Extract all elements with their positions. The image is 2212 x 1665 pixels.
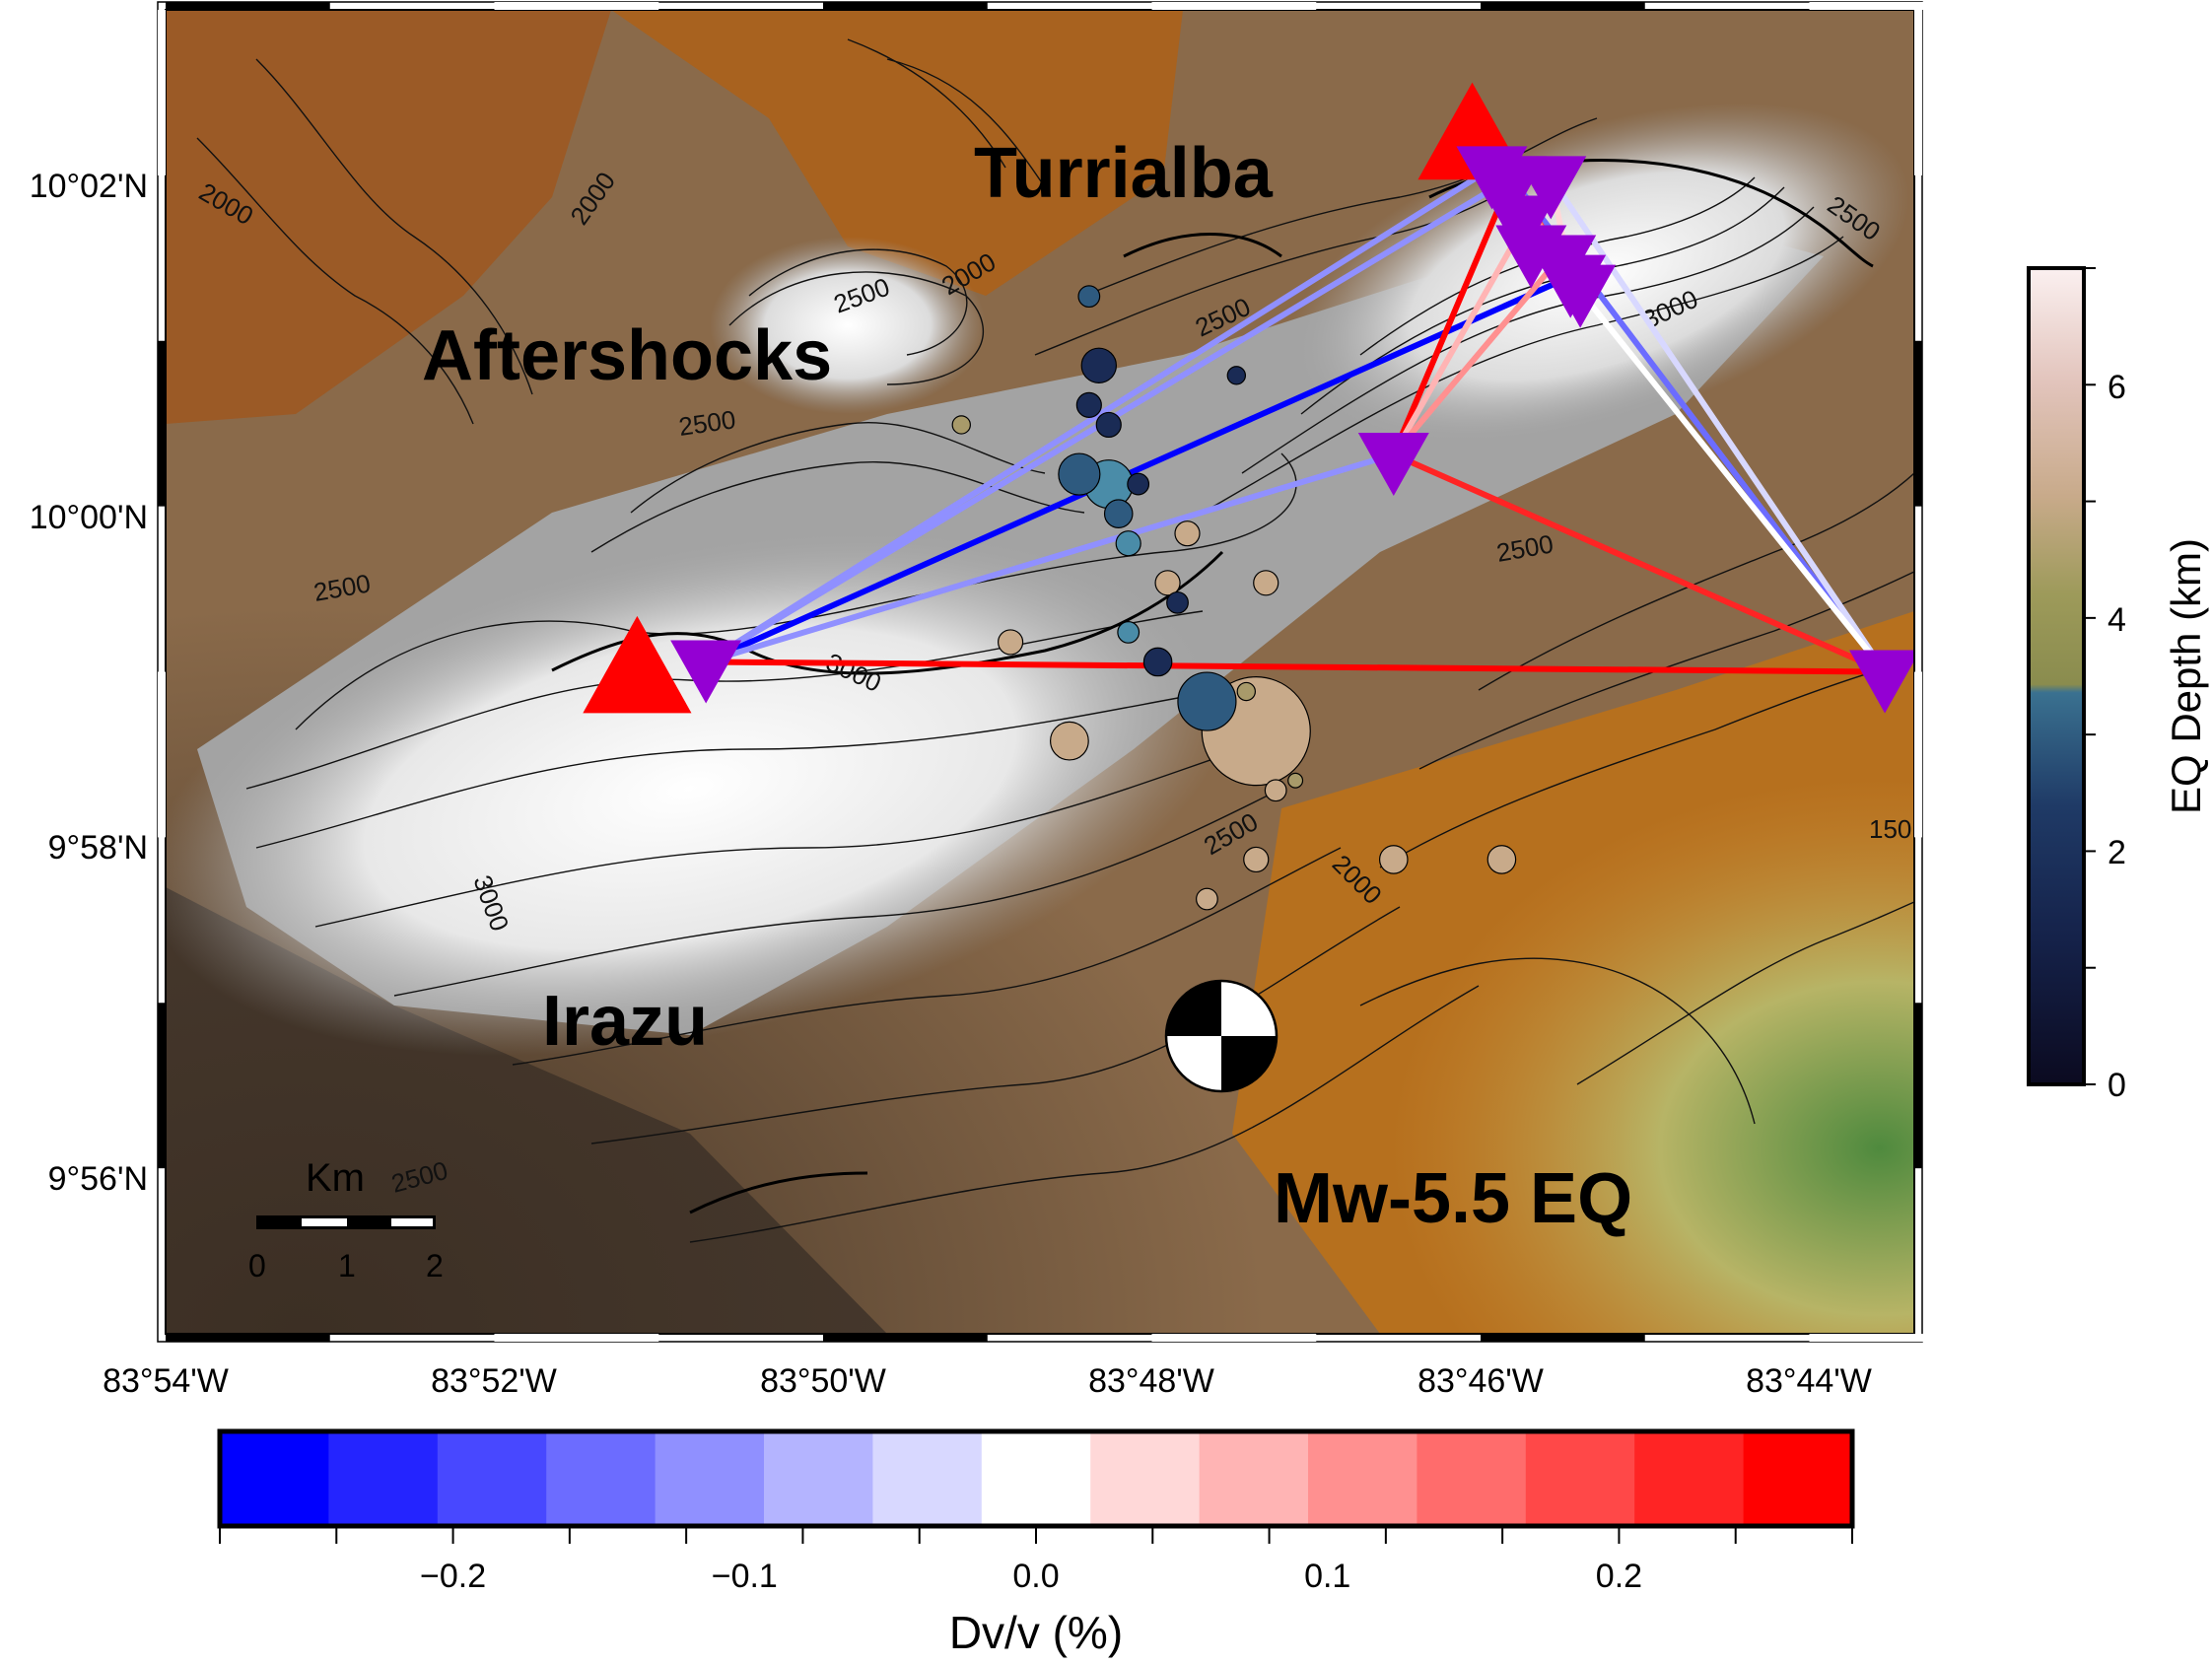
earthquake-marker xyxy=(1142,647,1173,677)
earthquake-marker xyxy=(951,415,971,435)
earthquake-marker xyxy=(1486,845,1517,874)
lat-tick-label: 9°58'N xyxy=(48,829,148,867)
earthquake-marker xyxy=(1253,570,1279,596)
dvv-colorbar-bin xyxy=(872,1431,983,1526)
earthquake-marker xyxy=(1287,772,1304,789)
earthquake-marker xyxy=(1154,570,1181,596)
dvv-colorbar-bin xyxy=(1634,1431,1745,1526)
earthquake-marker xyxy=(1080,347,1117,384)
dvv-colorbar-tick: 0.1 xyxy=(1304,1558,1350,1595)
scale-bar-tick: 2 xyxy=(426,1248,444,1283)
earthquake-marker xyxy=(1049,721,1089,761)
station-marker xyxy=(1357,433,1429,497)
lat-tick-label: 10°00'N xyxy=(30,499,148,536)
station-marker xyxy=(1545,264,1617,328)
dvv-link xyxy=(703,451,1397,665)
dvv-colorbar-bin xyxy=(981,1431,1091,1526)
depth-colorbar-label: EQ Depth (km) xyxy=(2163,538,2209,814)
lat-tick-label: 9°56'N xyxy=(48,1160,148,1198)
earthquake-marker xyxy=(1058,452,1101,496)
earthquake-marker xyxy=(1077,285,1101,309)
earthquake-marker xyxy=(1127,472,1150,496)
contour-label: 150 xyxy=(1869,814,1911,844)
dvv-colorbar-bin xyxy=(655,1431,765,1526)
earthquake-marker xyxy=(1226,366,1247,385)
dvv-colorbar-tick: 0.0 xyxy=(1012,1558,1059,1595)
map-frame xyxy=(157,1,1974,1343)
contour-lines xyxy=(196,38,1914,1243)
dvv-link xyxy=(1390,451,1889,675)
dvv-link xyxy=(703,165,1495,665)
irazu-label: Irazu xyxy=(542,982,708,1061)
scale-bar-unit: Km xyxy=(306,1156,365,1200)
station-markers xyxy=(670,146,1914,714)
depth-colorbar-tick: 4 xyxy=(2108,601,2126,639)
dvv-link xyxy=(703,659,1889,675)
dvv-colorbar-bin xyxy=(328,1431,439,1526)
earthquake-marker xyxy=(1236,681,1256,702)
station-marker xyxy=(670,640,742,704)
dvv-link xyxy=(1390,253,1564,458)
volcano-marker xyxy=(583,615,692,714)
dvv-colorbar-bin xyxy=(764,1431,873,1526)
dvv-colorbar-label: Dv/v (%) xyxy=(949,1607,1123,1658)
earthquake-markers xyxy=(951,285,1517,911)
dvv-colorbar-bin xyxy=(1417,1431,1527,1526)
dvv-colorbar-tick: −0.2 xyxy=(420,1558,486,1595)
scale-bar-tick: 1 xyxy=(338,1248,356,1283)
depth-colorbar: 0 2 4 6 EQ Depth (km) xyxy=(2027,266,2209,1104)
lon-tick-label: 83°48'W xyxy=(1088,1362,1214,1400)
dvv-colorbar-bin xyxy=(1199,1431,1309,1526)
earthquake-marker xyxy=(1196,887,1218,911)
dvv-colorbar-bin xyxy=(1308,1431,1417,1526)
dvv-colorbar-bin xyxy=(546,1431,657,1526)
station-marker xyxy=(1849,650,1914,714)
dvv-colorbar: −0.2 −0.1 0.0 0.1 0.2 Dv/v (%) xyxy=(217,1428,1855,1658)
dvv-colorbar-bin xyxy=(1525,1431,1635,1526)
lon-tick-label: 83°44'W xyxy=(1746,1362,1872,1400)
depth-colorbar-tick: 0 xyxy=(2108,1067,2126,1104)
earthquake-marker xyxy=(1103,499,1134,528)
earthquake-marker xyxy=(1243,846,1270,873)
lon-tick-label: 83°52'W xyxy=(431,1362,557,1400)
earthquake-marker xyxy=(1166,590,1189,614)
lon-tick-label: 83°54'W xyxy=(103,1362,229,1400)
dvv-colorbar-bin xyxy=(437,1431,547,1526)
depth-colorbar-tick: 2 xyxy=(2108,834,2126,871)
earthquake-marker xyxy=(1095,411,1122,439)
station-marker xyxy=(1515,156,1587,220)
earthquake-marker xyxy=(1264,779,1287,802)
turrialba-label: Turrialba xyxy=(974,134,1274,213)
dvv-colorbar-tick: −0.1 xyxy=(712,1558,778,1595)
dvv-colorbar-bin xyxy=(220,1431,329,1526)
dvv-link xyxy=(703,273,1574,665)
lon-tick-label: 83°46'W xyxy=(1417,1362,1544,1400)
dvv-colorbar-bin xyxy=(1090,1431,1201,1526)
aftershocks-label: Aftershocks xyxy=(422,316,832,395)
dvv-link xyxy=(1548,174,1889,675)
lat-tick-label: 10°02'N xyxy=(30,168,148,205)
dvv-link xyxy=(1390,174,1515,458)
earthquake-marker xyxy=(1174,520,1201,547)
depth-colorbar-tick: 6 xyxy=(2108,369,2126,406)
mainshock-label: Mw-5.5 EQ xyxy=(1274,1159,1632,1238)
earthquake-marker xyxy=(1115,530,1141,557)
earthquake-marker xyxy=(998,629,1024,656)
earthquake-marker xyxy=(1117,621,1141,644)
lon-tick-label: 83°50'W xyxy=(760,1362,886,1400)
scale-bar-tick: 0 xyxy=(248,1248,266,1283)
earthquake-marker xyxy=(1075,391,1102,418)
dvv-colorbar-bin xyxy=(1743,1431,1853,1526)
scale-bar: Km 0 1 2 xyxy=(248,1156,444,1283)
earthquake-marker xyxy=(1177,671,1237,731)
focal-mechanism-beachball xyxy=(1164,979,1279,1093)
dvv-colorbar-tick: 0.2 xyxy=(1596,1558,1642,1595)
earthquake-marker xyxy=(1378,845,1409,874)
